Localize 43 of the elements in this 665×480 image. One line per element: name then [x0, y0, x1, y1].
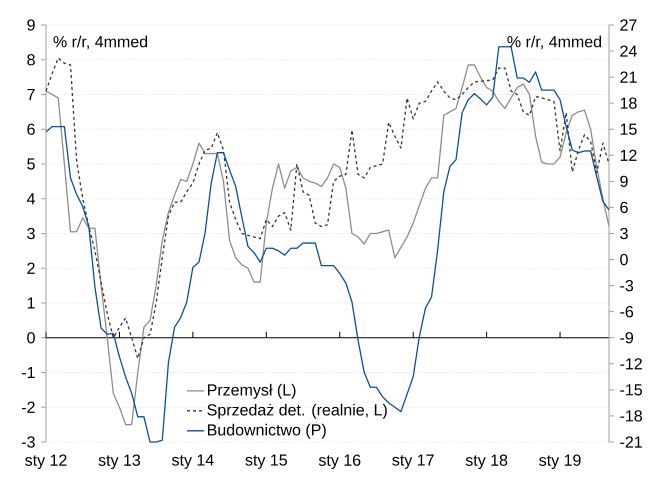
y2-tick-label: 9 [620, 176, 628, 188]
y-tick-label: -3 [22, 436, 35, 448]
y-axis-title: % r/r, 4mmed [54, 36, 148, 50]
y-tick-label: 6 [27, 124, 35, 135]
y2-axis-title: % r/r, 4mmed [507, 36, 602, 50]
y2-tick-label: 15 [620, 124, 637, 135]
x-tick-label: sty 16 [318, 454, 360, 470]
y-tick-label: 3 [27, 228, 35, 240]
y-tick-label: 4 [26, 193, 36, 204]
y-tick-label: 2 [27, 262, 35, 274]
y2-tick-label: 21 [620, 72, 637, 83]
x-tick-label: sty 14 [172, 454, 214, 469]
x-tick-label: sty 18 [466, 454, 508, 470]
x-tick-label: sty 12 [25, 454, 67, 470]
y2-tick-label: 6 [620, 202, 628, 214]
y2-tick-label: 18 [620, 98, 637, 109]
y-tick-label: 1 [28, 297, 35, 308]
y2-tick-label: -21 [620, 436, 642, 448]
y2-tick-label: -12 [620, 358, 642, 370]
legend-label: Sprzedaż det. (realnie, L) [207, 404, 387, 419]
x-tick-label: sty 13 [98, 454, 140, 470]
y-tick-label: 5 [27, 158, 35, 170]
y2-tick-label: 27 [620, 19, 637, 31]
y-tick-label: 9 [27, 19, 35, 31]
y2-tick-label: -9 [620, 332, 634, 344]
legend-label: Przemysł (L) [208, 384, 296, 399]
y-tick-label: 7 [27, 88, 35, 100]
y2-tick-label: 12 [620, 150, 637, 161]
legend-label: Budownictwo (P) [208, 424, 326, 439]
x-tick-label: sty 19 [539, 454, 581, 470]
x-tick-label: sty 17 [392, 454, 434, 469]
y-tick-label: 8 [27, 54, 35, 66]
y2-tick-label: -6 [620, 306, 634, 318]
y2-tick-label: -3 [620, 280, 634, 292]
y-tick-label: -2 [22, 402, 35, 413]
y2-tick-label: 0 [620, 254, 628, 266]
y2-tick-label: -15 [620, 384, 642, 396]
y2-tick-label: 3 [620, 228, 628, 240]
x-tick-label: sty 15 [245, 454, 287, 469]
y2-tick-label: 24 [620, 45, 637, 57]
y2-tick-label: -18 [620, 410, 642, 422]
y-tick-label: -1 [22, 366, 35, 378]
y-tick-label: 0 [27, 332, 35, 344]
